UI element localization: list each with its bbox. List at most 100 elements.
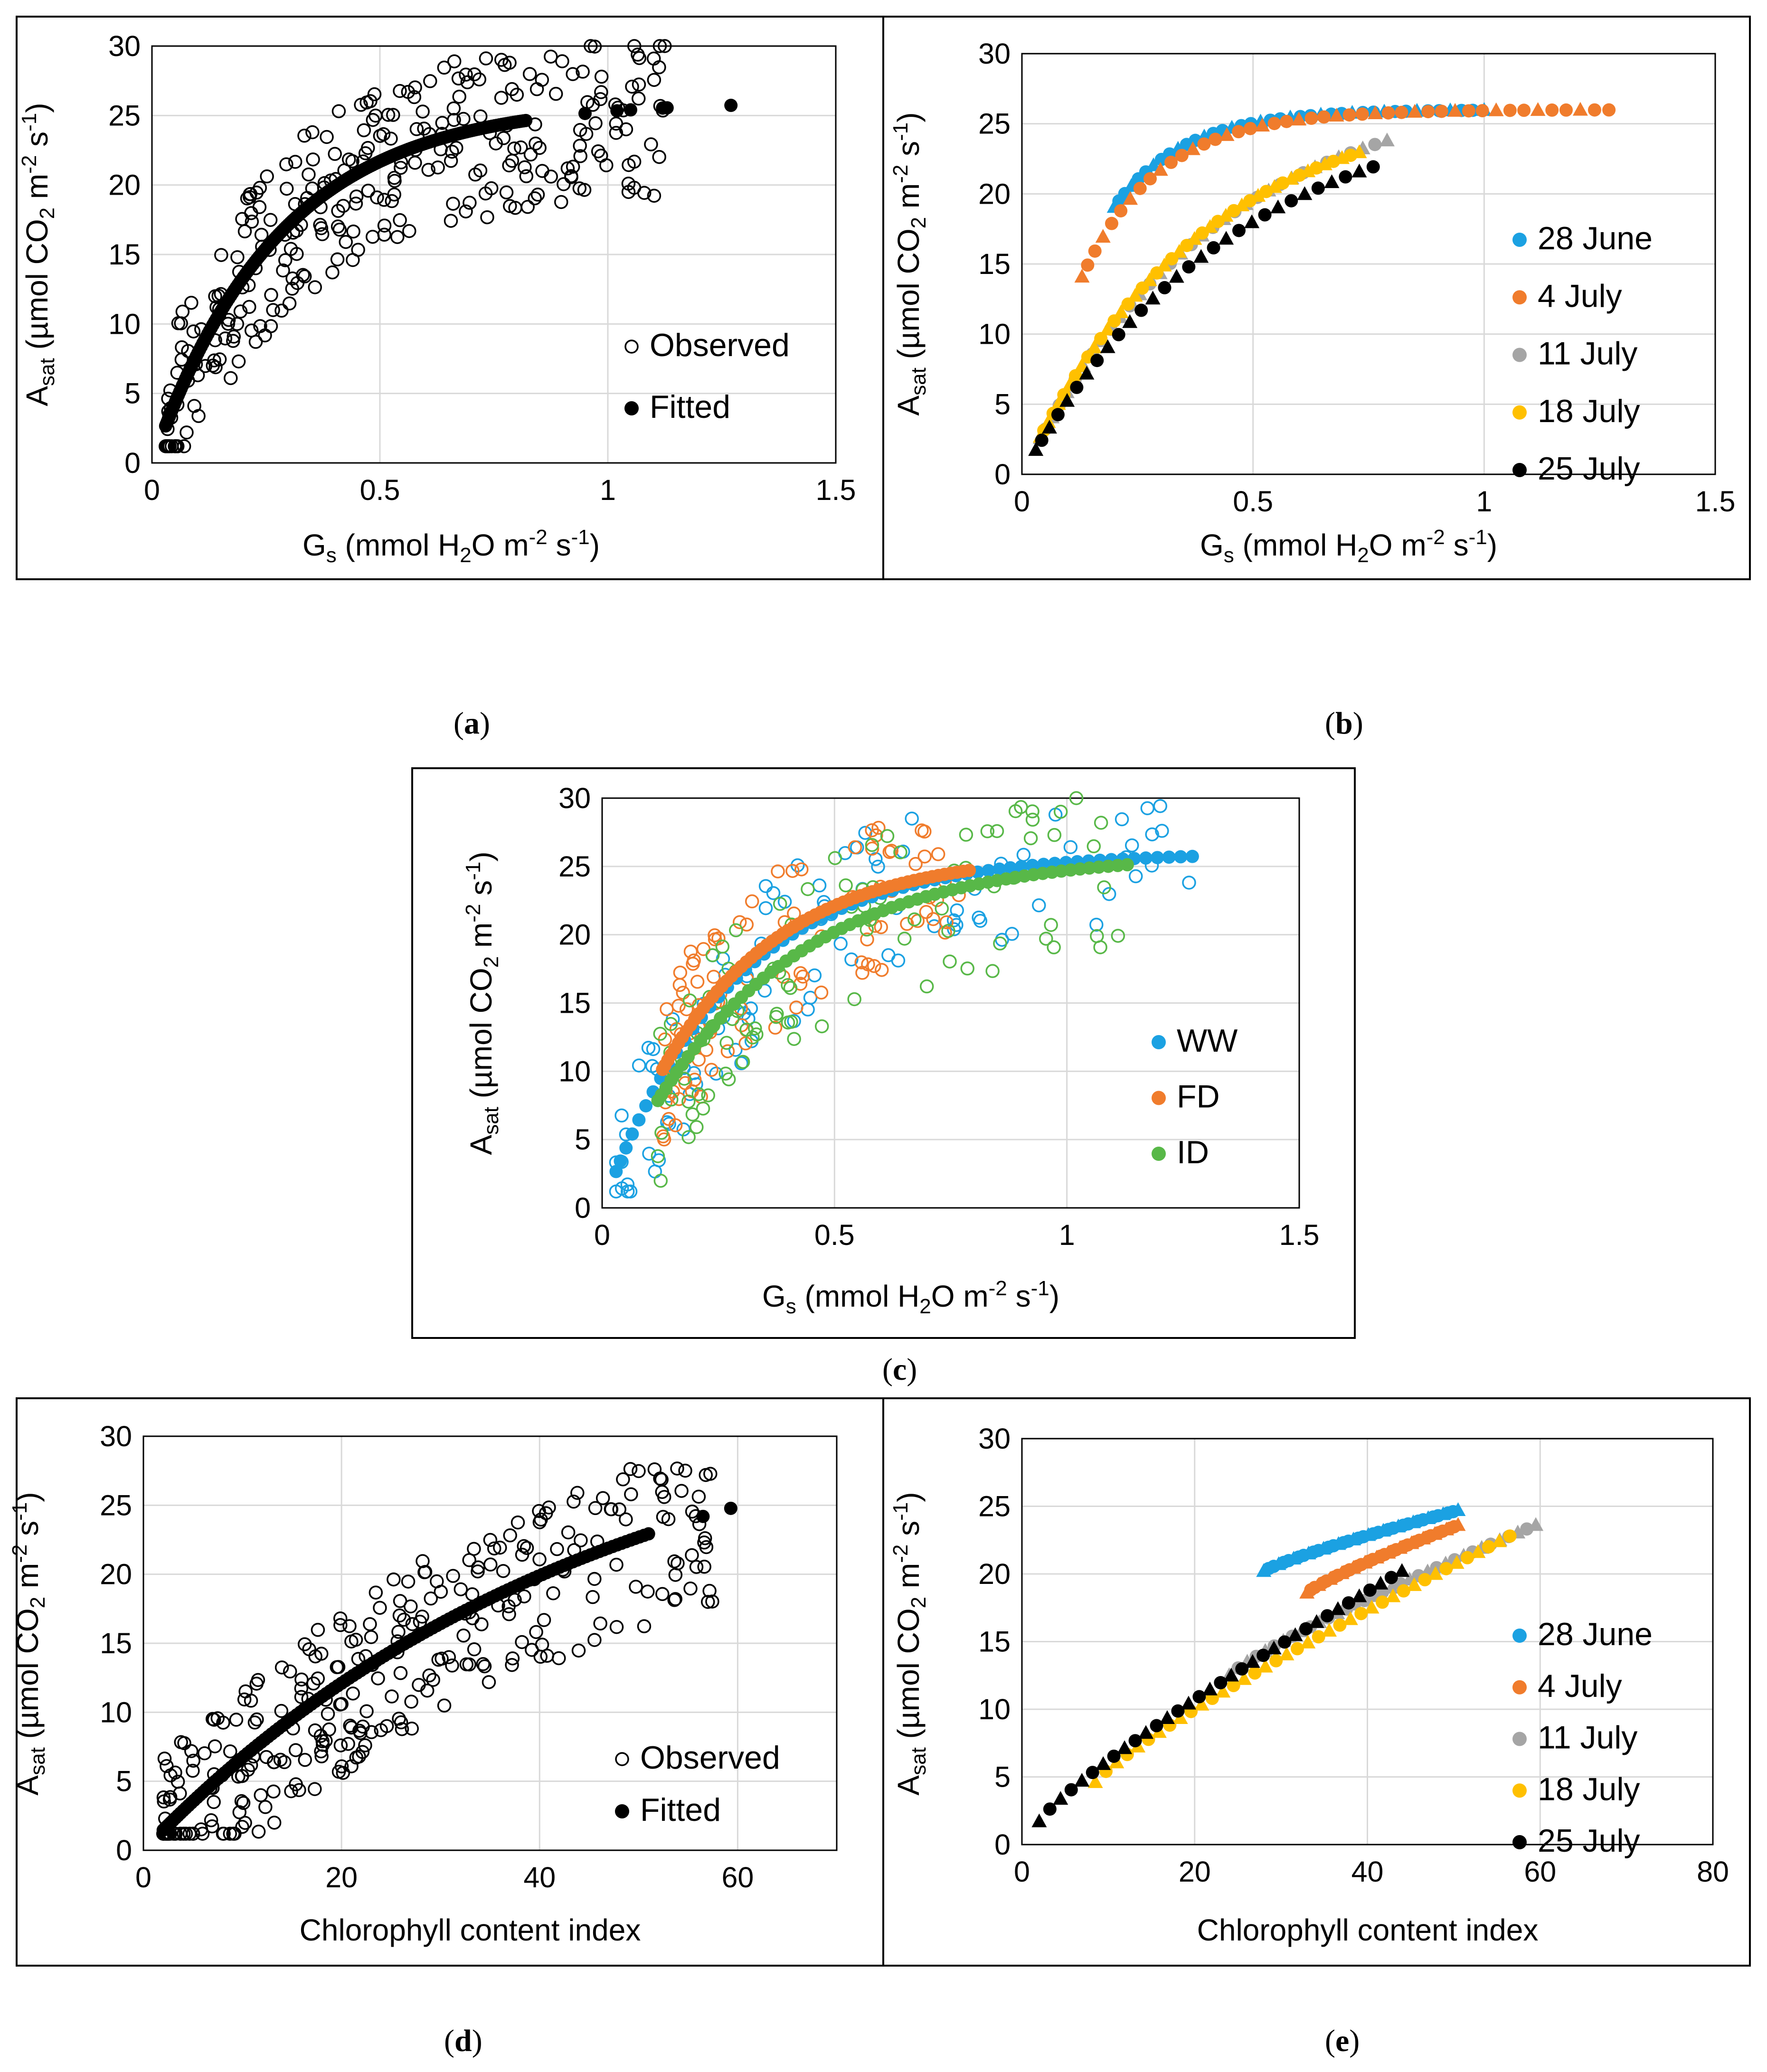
observed-point bbox=[537, 1613, 551, 1627]
fitted-point bbox=[1572, 102, 1588, 116]
observed-point-ww bbox=[807, 968, 822, 983]
observed-point bbox=[476, 1657, 490, 1671]
observed-point bbox=[647, 188, 661, 203]
fitted-point bbox=[1114, 204, 1128, 217]
observed-point-fd bbox=[696, 942, 711, 956]
observed-point-ww bbox=[642, 1147, 656, 1161]
fitted-point bbox=[1245, 1654, 1260, 1668]
observed-point bbox=[334, 1697, 349, 1711]
observed-point bbox=[325, 265, 340, 280]
observed-point bbox=[336, 198, 350, 213]
observed-point bbox=[266, 1784, 281, 1799]
y-tick-label: 5 bbox=[994, 1761, 1011, 1793]
observed-point-ww bbox=[1129, 869, 1143, 884]
observed-point bbox=[349, 1632, 363, 1647]
observed-point-id bbox=[783, 981, 798, 995]
observed-point bbox=[514, 140, 528, 155]
observed-point-fd bbox=[673, 965, 688, 980]
observed-point bbox=[444, 154, 458, 168]
observed-point-id bbox=[690, 1120, 704, 1134]
observed-point-id bbox=[990, 824, 1004, 838]
axis-title-part-end: ) bbox=[891, 1492, 926, 1502]
fitted-point bbox=[1395, 105, 1408, 119]
observed-point bbox=[671, 1556, 685, 1571]
observed-point-fd bbox=[679, 1002, 694, 1017]
y-tick-label: 20 bbox=[100, 1558, 132, 1591]
caption-close: ) bbox=[472, 2024, 482, 2058]
fitted-point bbox=[1310, 161, 1323, 175]
observed-point bbox=[629, 1580, 643, 1594]
fitted-point bbox=[1090, 354, 1104, 367]
observed-point bbox=[691, 1489, 706, 1504]
fitted-point bbox=[1185, 849, 1199, 863]
legend-marker bbox=[1512, 405, 1527, 420]
observed-point-fd bbox=[917, 824, 932, 839]
observed-point bbox=[532, 141, 547, 155]
observed-point bbox=[518, 160, 532, 175]
observed-point bbox=[373, 1601, 387, 1615]
observed-point bbox=[393, 213, 407, 227]
observed-point-id bbox=[1025, 804, 1039, 819]
observed-point bbox=[392, 1608, 407, 1623]
observed-point bbox=[206, 358, 220, 373]
observed-point bbox=[273, 1752, 288, 1767]
observed-point bbox=[570, 1486, 585, 1500]
caption-open: ( bbox=[882, 1352, 893, 1387]
observed-point bbox=[274, 1660, 289, 1675]
fitted-point bbox=[1342, 1596, 1355, 1610]
panel-frame-1 bbox=[882, 16, 1751, 580]
observed-point bbox=[637, 1619, 652, 1633]
observed-point-id bbox=[919, 979, 934, 994]
fitted-point bbox=[1053, 1791, 1068, 1805]
fitted-point bbox=[1278, 1635, 1292, 1649]
fitted-point bbox=[1169, 269, 1184, 283]
fitted-point bbox=[1111, 858, 1124, 872]
fitted-point bbox=[1309, 1614, 1324, 1628]
fitted-point bbox=[1373, 1575, 1389, 1590]
fitted-point bbox=[1257, 1658, 1273, 1673]
x-tick-label: 60 bbox=[1524, 1855, 1556, 1888]
panel-caption: (b) bbox=[1325, 706, 1363, 741]
fitted-point bbox=[609, 1165, 623, 1178]
fitted-point bbox=[1192, 1690, 1206, 1704]
observed-point bbox=[328, 147, 342, 161]
observed-point-id bbox=[893, 845, 907, 859]
observed-point-id bbox=[681, 1094, 696, 1109]
observed-point-id bbox=[1008, 804, 1023, 819]
axis-title-part-rest3: s bbox=[891, 1521, 926, 1545]
legend-label: Fitted bbox=[650, 389, 730, 425]
x-tick-label: 20 bbox=[1179, 1855, 1211, 1888]
observed-point-id bbox=[653, 1027, 667, 1041]
observed-point bbox=[459, 204, 473, 219]
observed-point-id bbox=[993, 936, 1007, 951]
fitted-point bbox=[1134, 303, 1148, 317]
observed-point bbox=[205, 1819, 219, 1834]
observed-point bbox=[229, 1713, 244, 1727]
legend-marker bbox=[1152, 1147, 1166, 1161]
x-tick-label: 1 bbox=[1059, 1219, 1075, 1251]
observed-point-ww bbox=[947, 922, 961, 936]
observed-point-ww bbox=[881, 948, 896, 962]
observed-point bbox=[497, 58, 512, 72]
observed-point-id bbox=[784, 1015, 798, 1029]
observed-point-id bbox=[960, 961, 974, 976]
observed-point bbox=[421, 162, 435, 177]
fitted-point bbox=[1297, 186, 1313, 200]
fitted-point bbox=[1530, 102, 1546, 116]
axis-title-part-sup1: -2 bbox=[889, 1545, 912, 1563]
observed-point bbox=[322, 1722, 336, 1737]
observed-point bbox=[519, 169, 534, 183]
observed-point bbox=[379, 1719, 394, 1733]
observed-point bbox=[451, 71, 466, 86]
legend-label: 28 June bbox=[1538, 1616, 1653, 1652]
observed-point-fd bbox=[794, 966, 808, 980]
observed-point bbox=[164, 439, 179, 453]
observed-point bbox=[363, 1617, 377, 1631]
observed-point-fd bbox=[708, 928, 722, 942]
fitted-point bbox=[1258, 208, 1272, 222]
observed-point bbox=[346, 1686, 360, 1701]
fitted-point bbox=[992, 862, 1006, 876]
legend-label: FD bbox=[1177, 1079, 1220, 1115]
observed-point bbox=[409, 122, 424, 136]
observed-point bbox=[236, 1796, 251, 1810]
